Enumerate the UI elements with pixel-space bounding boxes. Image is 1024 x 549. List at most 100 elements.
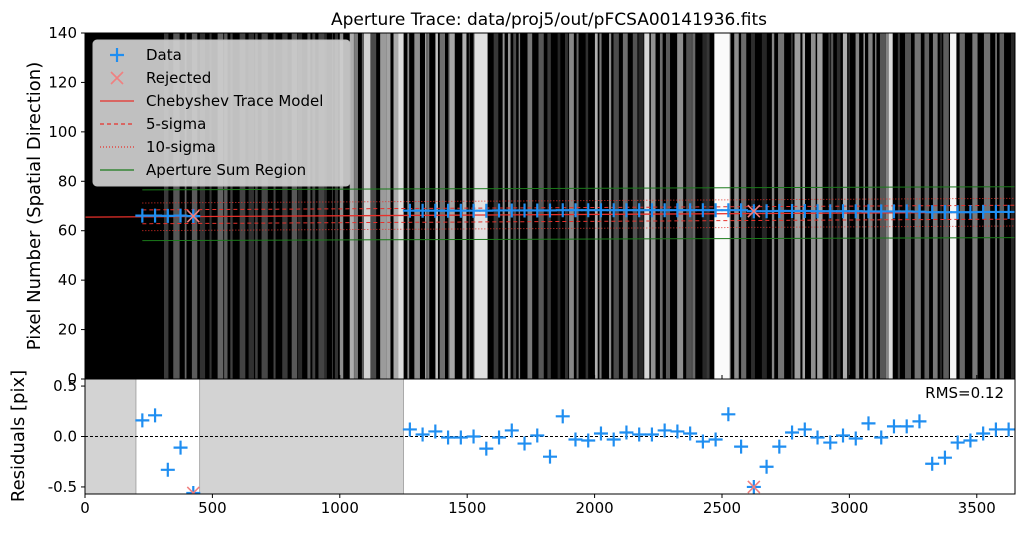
- data-point: [823, 204, 838, 219]
- spectral-line: [1010, 33, 1015, 379]
- data-point: [1001, 204, 1015, 219]
- spectral-line: [761, 33, 767, 379]
- data-point: [988, 204, 1003, 219]
- spectral-line: [291, 33, 298, 379]
- x-axis: 0 500 1000 1500 2000 2500 3000 3500: [80, 375, 996, 517]
- residual-point: [415, 427, 430, 442]
- spectral-line: [848, 33, 850, 379]
- residual-point: [899, 419, 914, 434]
- data-point: [759, 204, 774, 219]
- spectral-line: [983, 33, 991, 379]
- spectral-line: [702, 33, 709, 379]
- spectral-line: [398, 33, 404, 379]
- data-point: [670, 203, 685, 218]
- legend-label: Data: [146, 46, 182, 64]
- residual-point: [848, 431, 863, 446]
- legend-label: 10-sigma: [146, 138, 216, 156]
- residual-point: [160, 462, 175, 477]
- data-point: [657, 203, 672, 218]
- spectral-line: [644, 33, 650, 379]
- residual-y-tick-label: 0.0: [53, 428, 77, 446]
- data-point: [695, 203, 710, 218]
- spectral-line: [414, 33, 420, 379]
- spectral-line: [569, 33, 574, 379]
- y-tick-label: 0: [67, 370, 77, 388]
- residual-point: [886, 419, 901, 434]
- residual-point: [976, 426, 991, 441]
- x-tick-label: 2000: [575, 499, 613, 517]
- rejected-point: [186, 209, 200, 223]
- data-point: [619, 203, 634, 218]
- residual-point: [135, 413, 150, 428]
- spectral-line: [613, 33, 619, 379]
- rms-annotation: RMS=0.12: [925, 384, 1004, 402]
- spectral-line: [449, 33, 455, 379]
- data-point: [734, 203, 749, 218]
- spectral-line: [972, 33, 978, 379]
- residual-point: [517, 436, 532, 451]
- legend-data-marker: [110, 48, 124, 62]
- spectral-line: [339, 33, 344, 379]
- spectral-line: [331, 33, 333, 379]
- x-tick-label: 3500: [958, 499, 996, 517]
- residuals-panel: -0.50.00.5 0 500 1000 1500 2000 2500 3000 3500 …: [8, 370, 1016, 517]
- residual-point: [988, 422, 1003, 437]
- residual-point: [504, 423, 519, 438]
- data-point: [453, 203, 468, 218]
- data-point: [593, 203, 608, 218]
- spectral-line: [622, 33, 628, 379]
- residual-point: [950, 435, 965, 450]
- residuals-y-axis: -0.5 0.0 0.5: [48, 377, 85, 496]
- x-tick-label: 0: [80, 499, 90, 517]
- residual-point: [937, 450, 952, 465]
- data-point: [899, 204, 914, 219]
- spectral-line: [163, 33, 169, 379]
- spectral-line: [794, 33, 801, 379]
- residual-point: [581, 433, 596, 448]
- residual-point: [543, 449, 557, 464]
- data-point: [581, 203, 596, 218]
- data-point: [874, 204, 889, 219]
- data-point: [530, 203, 545, 218]
- residual-point: [785, 425, 800, 440]
- aperture-upper-line: [142, 186, 1015, 191]
- spectral-line: [427, 33, 430, 379]
- spectral-line: [513, 33, 517, 379]
- data-point: [797, 203, 812, 218]
- spectral-line: [875, 33, 877, 379]
- spectral-line: [493, 33, 499, 379]
- sigma5-line: [142, 204, 1015, 211]
- spectral-line: [334, 33, 339, 379]
- residual-y-tick-label: 0.5: [53, 377, 77, 395]
- data-point: [925, 205, 940, 220]
- data-point: [785, 203, 800, 218]
- spectral-line: [474, 33, 488, 379]
- residual-point: [644, 427, 659, 442]
- spectral-line: [885, 33, 892, 379]
- residual-point: [530, 428, 545, 443]
- residual-point: [453, 430, 468, 445]
- spectral-line: [734, 33, 739, 379]
- data-point: [912, 204, 927, 219]
- data-point: [963, 205, 978, 220]
- spectral-line: [914, 33, 921, 379]
- residual-point: [963, 433, 978, 448]
- residual-point: [593, 426, 608, 441]
- spectral-line: [999, 33, 1005, 379]
- spectral-line: [230, 33, 233, 379]
- x-tick-label: 3000: [830, 499, 868, 517]
- y-tick-label: 20: [58, 321, 77, 339]
- x-tick-label: 500: [198, 499, 227, 517]
- spectral-line: [364, 33, 371, 379]
- data-point: [402, 203, 417, 218]
- spectral-line: [810, 33, 816, 379]
- residual-point: [912, 414, 927, 429]
- spectral-line: [771, 33, 775, 379]
- spectral-line: [692, 33, 696, 379]
- data-point: [632, 203, 647, 218]
- spectral-line: [209, 33, 212, 379]
- residual-point: [823, 435, 838, 450]
- spectral-line: [888, 33, 893, 379]
- spectral-line: [950, 33, 957, 379]
- data-point: [937, 205, 952, 220]
